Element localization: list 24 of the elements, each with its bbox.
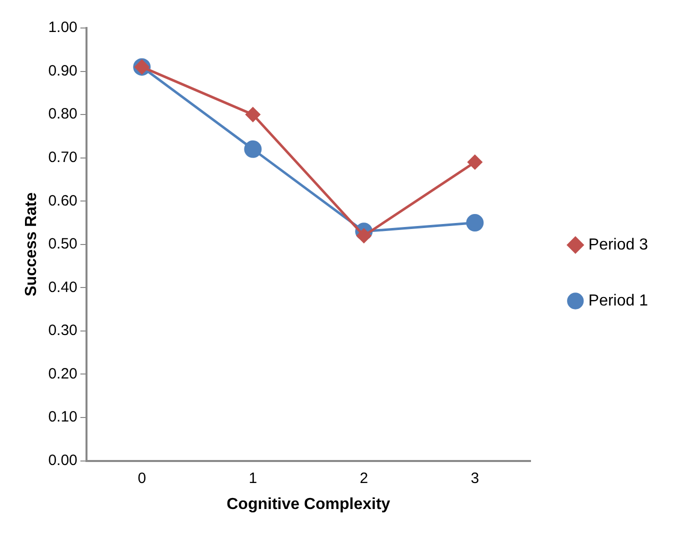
y-tick-label: 0.50 [48,236,78,253]
point [246,107,260,122]
y-tick-label: 0.80 [48,106,78,123]
point [356,228,372,243]
point [468,154,482,170]
y-tick-label: 0.90 [48,62,78,80]
y-tick-label: 0.30 [48,322,78,340]
x-axis-title: Cognitive Complexity [226,496,390,513]
y-tick-label: 1.00 [48,19,78,36]
y-tick-label: 0.20 [48,365,78,382]
y-tick-label: 0.00 [48,452,78,469]
y-axis-title: Success Rate [23,192,40,296]
point [466,214,484,232]
point [244,140,262,158]
y-tick-label: 0.70 [48,148,78,166]
y-tick-label: 0.60 [48,192,78,210]
legend-label: Period 1 [588,292,648,310]
legend-label: Period 3 [588,236,648,254]
y-tick-label: 0.40 [48,278,78,296]
x-tick-label: 3 [470,470,480,487]
x-tick-label: 1 [248,470,258,487]
x-tick-label: 2 [360,470,368,487]
x-tick-label: 0 [138,470,146,487]
y-tick-label: 0.10 [48,408,78,426]
